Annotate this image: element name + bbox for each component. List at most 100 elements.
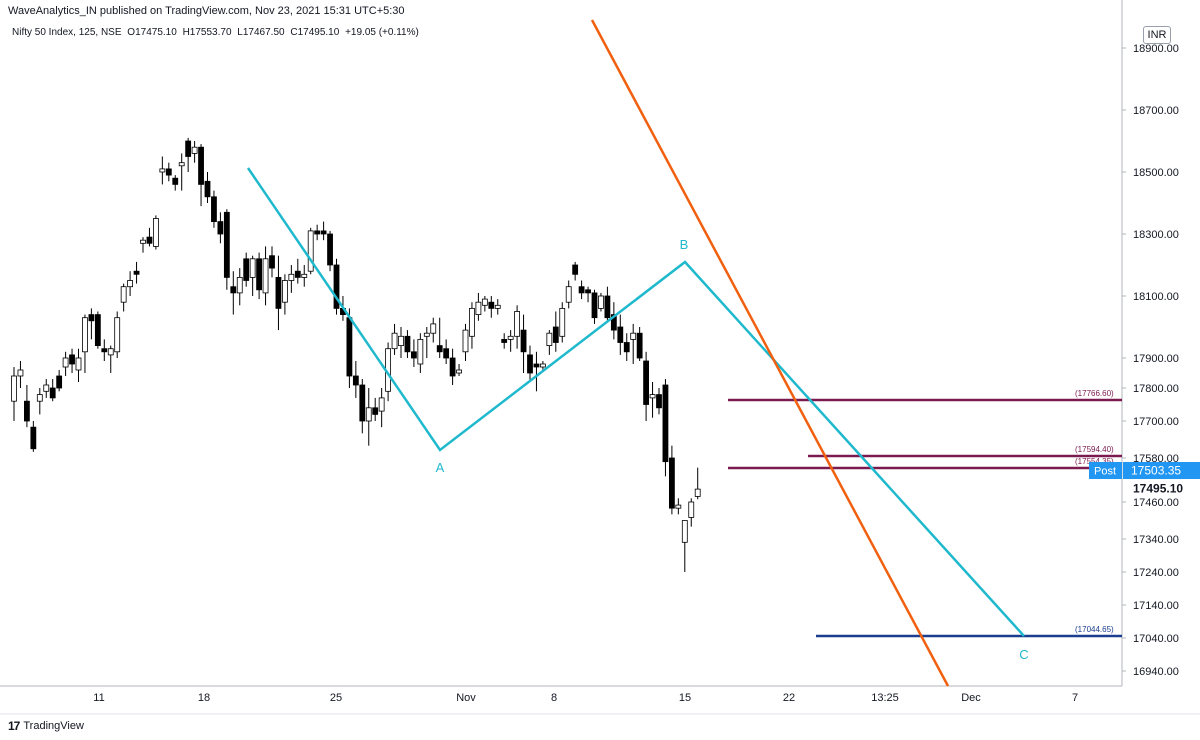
candle-body	[649, 394, 656, 399]
candle	[140, 237, 146, 253]
candle	[236, 268, 243, 306]
candle	[488, 296, 495, 318]
candle	[372, 397, 379, 421]
candle	[501, 333, 508, 349]
post-label-text: Post	[1094, 466, 1116, 478]
candle-body	[333, 264, 340, 309]
candle-body	[94, 314, 101, 347]
candle	[591, 289, 598, 324]
tradingview-brand[interactable]: 17 TradingView	[8, 719, 84, 733]
candle	[572, 261, 579, 281]
currency-button[interactable]: INR	[1143, 26, 1171, 44]
candle-body	[127, 280, 133, 288]
candle-body	[43, 384, 50, 392]
candle-body	[494, 304, 501, 309]
last-price-text: 17495.10	[1133, 482, 1183, 496]
candle	[185, 137, 192, 172]
candle	[404, 330, 411, 358]
wave-abc-line	[246, 167, 1025, 637]
close-value: C17495.10	[290, 27, 340, 38]
candle-body	[436, 345, 443, 353]
candle	[675, 498, 682, 515]
time-tick-label: 7	[1072, 692, 1078, 704]
candle-body	[669, 457, 675, 509]
candle	[423, 327, 430, 358]
candle	[88, 308, 95, 340]
time-tick-label: Nov	[456, 692, 476, 704]
price-tick-label: 17040.00	[1133, 633, 1179, 645]
candle	[256, 252, 263, 300]
symbol-name[interactable]: Nifty 50 Index, 125, NSE	[12, 27, 122, 38]
candle-body	[11, 375, 17, 402]
candle	[398, 327, 404, 358]
candle	[598, 292, 604, 312]
candle	[320, 221, 327, 241]
candle-body	[591, 292, 598, 319]
time-tick-label: 15	[679, 692, 691, 704]
candle-body	[320, 230, 327, 235]
candle	[378, 388, 385, 428]
high-value: H17553.70	[182, 27, 232, 38]
time-tick-label: 25	[330, 692, 342, 704]
candle	[636, 327, 643, 361]
price-level-label: (17594.40)	[1075, 445, 1114, 454]
price-tick-label: 17900.00	[1133, 353, 1179, 365]
candle-body	[262, 258, 269, 294]
price-tick-label: 18700.00	[1133, 105, 1179, 117]
candle	[365, 388, 372, 446]
candle-body	[191, 146, 198, 154]
candle	[30, 421, 37, 452]
price-tick-label: 17240.00	[1133, 567, 1179, 579]
candle	[301, 265, 308, 287]
candle-body	[152, 218, 159, 247]
candle	[546, 330, 553, 355]
candle	[443, 339, 450, 364]
candle-body	[540, 363, 546, 368]
candle	[114, 311, 121, 358]
candle-body	[62, 357, 69, 368]
candle-body	[327, 233, 333, 266]
tradingview-brand-label: TradingView	[23, 720, 84, 732]
price-tick-label: 17460.00	[1133, 497, 1179, 509]
post-label-badge	[1089, 462, 1122, 479]
candle	[36, 388, 43, 415]
candle-body	[430, 323, 437, 334]
candle-body	[527, 354, 533, 374]
candle-body	[688, 501, 695, 518]
candle	[578, 280, 585, 300]
candle-body	[546, 332, 553, 347]
candle	[11, 367, 17, 421]
time-tick-label: 8	[551, 692, 557, 704]
candle-body	[346, 317, 353, 377]
candle-body	[359, 384, 366, 422]
candle-body	[598, 295, 604, 309]
candle	[681, 520, 688, 572]
candle-body	[211, 196, 217, 223]
candle-body	[423, 332, 430, 337]
candle	[481, 296, 488, 312]
candle	[552, 311, 559, 352]
candle	[120, 283, 127, 312]
candle-body	[372, 407, 379, 415]
time-tick-label: 11	[93, 692, 104, 704]
candle-body	[469, 307, 475, 337]
candle-body	[114, 317, 121, 353]
candle	[533, 351, 540, 392]
candle-body	[269, 255, 275, 269]
candle	[352, 361, 359, 398]
candle-body	[82, 317, 88, 353]
candle	[314, 224, 321, 241]
candle-body	[36, 394, 43, 402]
candle	[43, 379, 50, 398]
candle-body	[69, 354, 75, 365]
candle	[172, 175, 179, 191]
candle-body	[552, 326, 559, 343]
candle	[507, 330, 514, 352]
candle-body	[398, 335, 404, 346]
candle	[410, 339, 417, 367]
candle-body	[275, 276, 282, 309]
candle	[211, 190, 217, 228]
candle-body	[146, 236, 153, 244]
candle	[204, 172, 211, 203]
